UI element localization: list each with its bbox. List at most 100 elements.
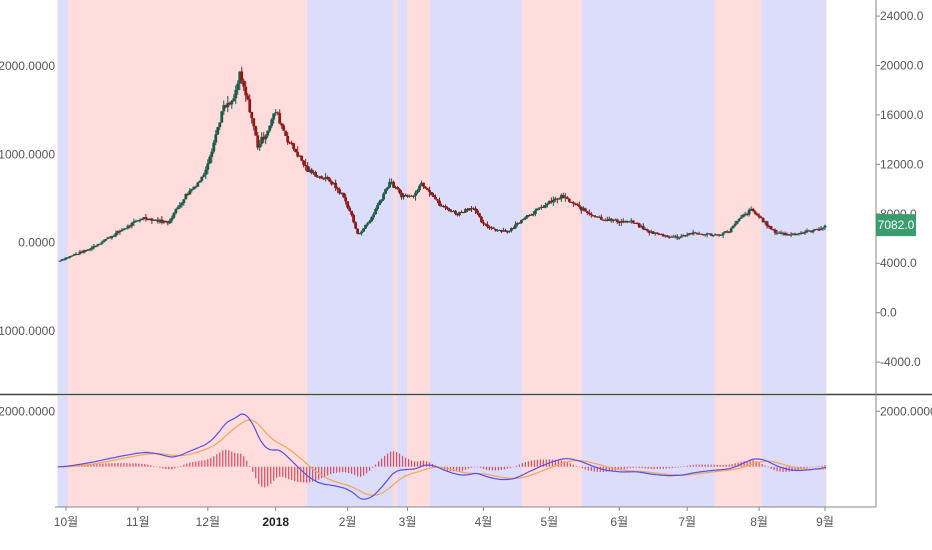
candle-520 <box>575 202 579 206</box>
candle-86 <box>142 217 146 221</box>
macd-hist-bar-507 <box>563 461 565 467</box>
candle-34 <box>90 245 94 251</box>
candle-280 <box>336 186 340 194</box>
candle-754 <box>809 230 813 233</box>
candle-592 <box>647 230 651 236</box>
macd-hist-bar-36 <box>93 463 95 467</box>
candle-698 <box>753 209 757 215</box>
candle-488 <box>543 202 547 209</box>
candle-364 <box>420 180 423 187</box>
candle-562 <box>617 220 621 226</box>
macd-hist-bar-99 <box>156 466 158 468</box>
candle-126 <box>182 198 186 206</box>
candle-448 <box>504 228 507 233</box>
candle-142 <box>198 180 202 184</box>
candle-684 <box>739 214 743 219</box>
candle-518 <box>573 202 577 206</box>
candle-310 <box>366 221 369 227</box>
macd-hist-bar-150 <box>207 459 209 467</box>
candle-486 <box>541 205 545 208</box>
macd-hist-bar-642 <box>698 464 700 467</box>
right-tick-label-7: -4000.0 <box>880 355 921 369</box>
candle-188 <box>244 81 248 102</box>
candle-326 <box>382 192 385 202</box>
macd-hist-bar-33 <box>90 464 92 467</box>
macd-hist-bar-576 <box>632 466 634 468</box>
macd-hist-bar-399 <box>455 466 458 472</box>
candle-758 <box>813 228 817 232</box>
candle-334 <box>390 178 393 185</box>
candle-144 <box>200 176 204 183</box>
macd-hist-bar-336 <box>392 451 395 467</box>
candle-570 <box>625 220 629 224</box>
candle-560 <box>615 218 619 225</box>
macd-zone-bull-3 <box>393 396 399 507</box>
macd-zone-bear-8 <box>581 396 716 507</box>
candle-148 <box>204 166 208 180</box>
macd-hist-bar-342 <box>398 453 401 467</box>
macd-hist-bar-207 <box>264 466 266 488</box>
axes <box>0 0 932 511</box>
macd-hist-bar-81 <box>138 463 140 467</box>
candle-296 <box>352 213 356 224</box>
macd-hist-bar-135 <box>192 461 194 467</box>
candle-578 <box>633 222 637 224</box>
candle-338 <box>394 185 397 190</box>
candle-120 <box>176 205 180 210</box>
right-tick-label-0: 24000.0 <box>880 9 924 23</box>
macd-line <box>57 413 827 500</box>
x-tick-label-1: 11월 <box>126 515 150 529</box>
macd-hist-bar-78 <box>135 463 137 467</box>
zone-bull-1 <box>67 0 309 393</box>
candle-658 <box>713 233 717 236</box>
macd-hist-bar-228 <box>285 466 287 478</box>
macd-hist-bar-180 <box>237 453 239 467</box>
candle-596 <box>651 231 655 234</box>
macd-hist-bar-42 <box>99 463 101 467</box>
macd-hist-bar-624 <box>680 466 682 468</box>
macd-hist-bar-90 <box>147 464 149 467</box>
macd-zone-bear-0 <box>57 396 69 507</box>
macd-hist-bar-678 <box>734 463 736 467</box>
candle-470 <box>525 214 529 219</box>
candle-2 <box>58 260 62 262</box>
candle-264 <box>320 175 324 179</box>
candle-244 <box>300 155 304 162</box>
candle-490 <box>545 202 549 208</box>
candle-196 <box>252 118 256 131</box>
candle-394 <box>450 209 453 213</box>
right-tick-label-1: 20000.0 <box>880 59 924 73</box>
candle-598 <box>653 232 657 236</box>
candle-356 <box>412 195 415 199</box>
macd-hist-bar-606 <box>662 466 664 469</box>
candle-192 <box>248 94 252 114</box>
candle-318 <box>374 207 377 215</box>
candle-660 <box>715 234 719 236</box>
candle-26 <box>82 249 86 254</box>
macd-hist-bar-72 <box>129 463 131 467</box>
macd-hist-bar-318 <box>374 464 377 467</box>
candle-254 <box>310 168 314 175</box>
candle-112 <box>168 218 172 225</box>
candle-360 <box>416 188 419 195</box>
candle-304 <box>360 230 364 236</box>
x-tick-label-9: 7월 <box>678 515 696 529</box>
macd-hist-bar-585 <box>641 466 643 469</box>
macd-hist-bar-123 <box>180 465 182 467</box>
candle-708 <box>763 220 767 225</box>
candle-352 <box>408 194 411 198</box>
macd-hist-bar-420 <box>476 466 479 468</box>
macd-zone-bear-4 <box>397 396 409 507</box>
macd-hist-bar-279 <box>336 466 338 473</box>
candle-522 <box>577 201 581 209</box>
candle-582 <box>637 222 641 229</box>
candle-52 <box>108 236 112 239</box>
candle-8 <box>64 257 68 261</box>
macd-hist-bar-669 <box>725 464 727 467</box>
candle-438 <box>494 228 497 232</box>
macd-hist-bar-630 <box>686 465 688 467</box>
macd-hist-bar-75 <box>132 463 134 467</box>
candle-316 <box>372 212 375 220</box>
candle-580 <box>635 222 639 225</box>
